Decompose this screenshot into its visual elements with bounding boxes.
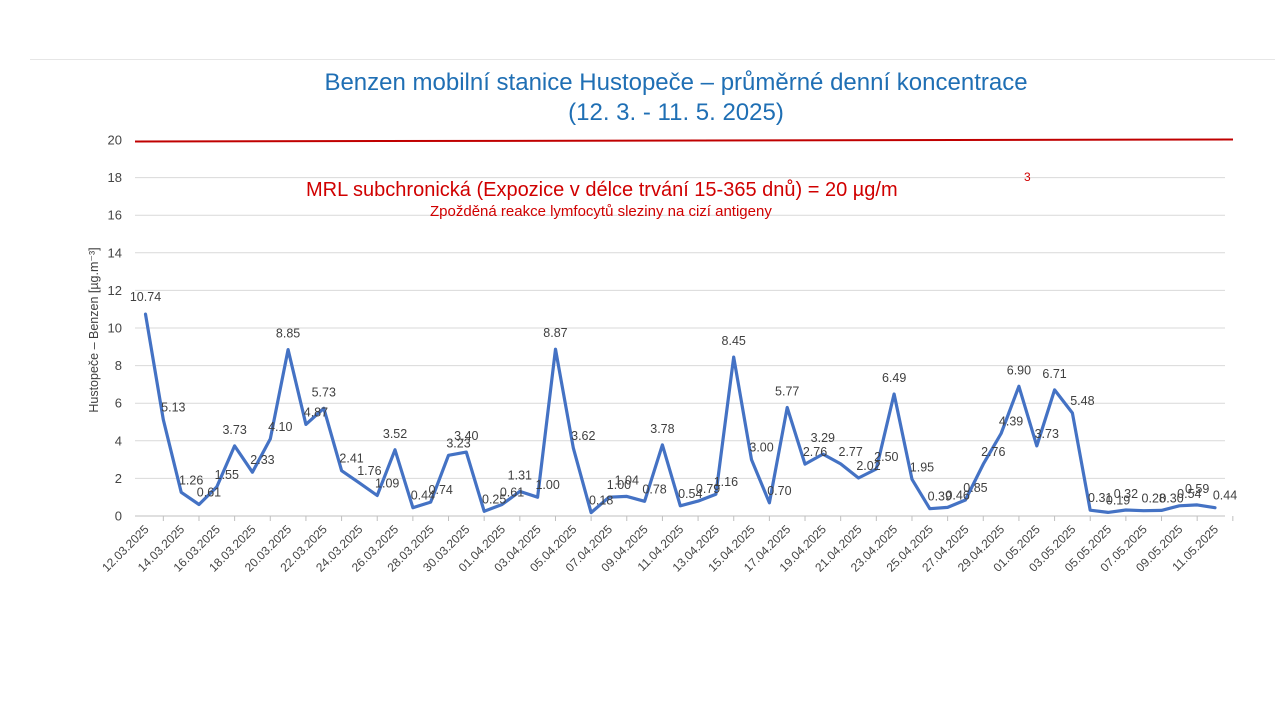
data-label: 1.16 bbox=[714, 475, 738, 489]
data-label: 6.49 bbox=[882, 371, 906, 385]
data-label: 0.44 bbox=[1213, 489, 1237, 503]
data-label: 0.46 bbox=[945, 488, 969, 502]
data-label: 8.45 bbox=[722, 334, 746, 348]
gridlines bbox=[135, 177, 1225, 479]
data-labels: 10.745.131.260.611.553.732.334.108.854.8… bbox=[130, 290, 1237, 508]
chart-title: Benzen mobilní stanice Hustopeče – průmě… bbox=[0, 68, 1280, 128]
y-tick-label: 16 bbox=[108, 208, 122, 223]
data-label: 8.87 bbox=[543, 326, 567, 340]
data-label: 1.31 bbox=[508, 468, 532, 482]
data-label: 1.55 bbox=[215, 468, 239, 482]
data-label: 1.09 bbox=[375, 477, 399, 491]
data-label: 4.10 bbox=[268, 420, 292, 434]
series-line bbox=[143, 312, 1217, 515]
data-label: 6.71 bbox=[1042, 367, 1066, 381]
data-label: 5.73 bbox=[312, 385, 336, 399]
data-label: 2.33 bbox=[250, 453, 274, 467]
data-label: 3.40 bbox=[454, 429, 478, 443]
data-label: 1.95 bbox=[910, 460, 934, 474]
data-label: 0.59 bbox=[1185, 482, 1209, 496]
data-label: 0.28 bbox=[1142, 492, 1166, 506]
y-tick-label: 4 bbox=[115, 433, 122, 448]
data-label: 8.85 bbox=[276, 327, 300, 341]
data-label: 10.74 bbox=[130, 290, 161, 304]
data-label: 0.70 bbox=[767, 484, 791, 498]
data-label: 1.26 bbox=[179, 473, 203, 487]
data-label: 0.39 bbox=[928, 490, 952, 504]
data-label: 0.54 bbox=[1177, 487, 1201, 501]
data-label: 0.44 bbox=[411, 489, 435, 503]
y-tick-label: 6 bbox=[115, 396, 122, 411]
y-tick-label: 12 bbox=[108, 283, 122, 298]
data-label: 0.79 bbox=[696, 482, 720, 496]
mrl-reference-line bbox=[134, 138, 1234, 143]
chart-title-line2: (12. 3. - 11. 5. 2025) bbox=[568, 99, 784, 126]
y-tick-label: 18 bbox=[108, 170, 122, 185]
y-axis-label: Hustopeče – Benzen [µg.m⁻³] bbox=[87, 247, 101, 412]
y-tick-label: 2 bbox=[115, 471, 122, 486]
data-label: 1.76 bbox=[357, 464, 381, 478]
data-label: 5.77 bbox=[775, 385, 799, 399]
data-label: 5.48 bbox=[1070, 394, 1094, 408]
top-divider bbox=[30, 59, 1275, 60]
data-label: 0.19 bbox=[1106, 493, 1130, 507]
x-axis bbox=[135, 515, 1234, 521]
data-label: 0.61 bbox=[197, 486, 221, 500]
data-label: 2.41 bbox=[339, 452, 363, 466]
data-label: 2.02 bbox=[856, 459, 880, 473]
data-label: 3.29 bbox=[811, 431, 835, 445]
y-axis-ticks: 0 2 4 6 8 10 12 14 16 18 20 bbox=[108, 133, 122, 524]
data-label: 0.31 bbox=[1088, 491, 1112, 505]
data-label: 1.04 bbox=[615, 473, 639, 487]
data-label: 0.54 bbox=[678, 487, 702, 501]
data-label: 0.18 bbox=[589, 494, 613, 508]
y-tick-label: 8 bbox=[115, 358, 122, 373]
mrl-label: MRL subchronická (Expozice v délce trván… bbox=[306, 179, 898, 201]
mrl-label-text: MRL subchronická (Expozice v délce trván… bbox=[306, 179, 898, 201]
y-tick-label: 0 bbox=[115, 509, 122, 524]
data-label: 3.00 bbox=[749, 441, 773, 455]
data-label: 6.90 bbox=[1007, 363, 1031, 377]
data-label: 3.73 bbox=[1035, 427, 1059, 441]
data-label: 2.77 bbox=[839, 445, 863, 459]
data-label: 5.13 bbox=[161, 401, 185, 415]
data-label: 0.32 bbox=[1114, 487, 1138, 501]
data-label: 0.61 bbox=[500, 486, 524, 500]
data-label: 2.50 bbox=[874, 450, 898, 464]
data-label: 1.00 bbox=[607, 478, 631, 492]
chart-title-line1: Benzen mobilní stanice Hustopeče – průmě… bbox=[324, 69, 1028, 96]
data-label: 3.73 bbox=[222, 423, 246, 437]
data-label: 1.00 bbox=[535, 478, 559, 492]
data-label: 0.74 bbox=[429, 483, 453, 497]
data-label: 3.62 bbox=[571, 429, 595, 443]
data-label: 2.76 bbox=[981, 445, 1005, 459]
data-label: 3.23 bbox=[446, 436, 470, 450]
data-label: 3.78 bbox=[650, 422, 674, 436]
data-label: 4.87 bbox=[304, 405, 328, 419]
data-label: 0.78 bbox=[642, 482, 666, 496]
data-label: 4.39 bbox=[999, 414, 1023, 428]
x-axis-ticks: 12.03.202514.03.202516.03.202518.03.2025… bbox=[99, 522, 1221, 575]
data-label: 0.30 bbox=[1159, 491, 1183, 505]
y-tick-label: 14 bbox=[108, 245, 122, 260]
data-label: 0.85 bbox=[963, 481, 987, 495]
mrl-note: Zpožděná reakce lymfocytů sleziny na ciz… bbox=[430, 203, 772, 220]
data-label: 0.25 bbox=[482, 492, 506, 506]
data-label: 3.52 bbox=[383, 427, 407, 441]
data-label: 2.76 bbox=[803, 445, 827, 459]
y-tick-label: 10 bbox=[108, 321, 122, 336]
mrl-label-superscript: 3 bbox=[1024, 170, 1031, 184]
y-tick-label: 20 bbox=[108, 133, 122, 148]
